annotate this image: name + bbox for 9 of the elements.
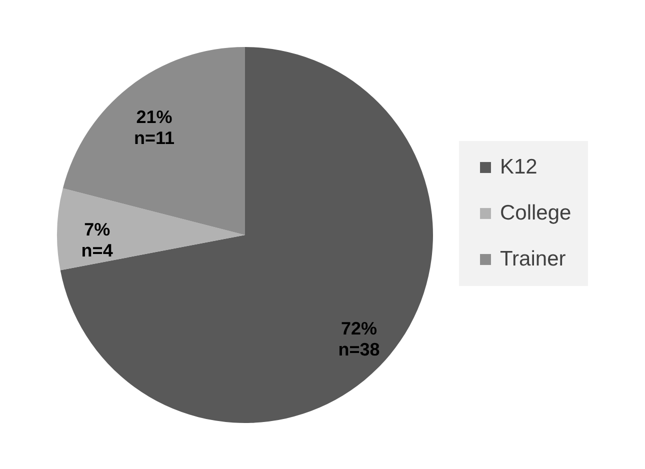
- data-label: 7% n=4: [81, 219, 113, 260]
- legend-label: College: [500, 202, 572, 224]
- pie-slice: [60, 47, 433, 423]
- legend-label: K12: [500, 156, 538, 178]
- data-label: 21% n=11: [134, 107, 175, 148]
- pie-slice: [62, 47, 245, 235]
- pie-slice: [57, 188, 245, 270]
- legend-label: Trainer: [500, 248, 566, 270]
- data-label: 72% n=38: [338, 318, 380, 360]
